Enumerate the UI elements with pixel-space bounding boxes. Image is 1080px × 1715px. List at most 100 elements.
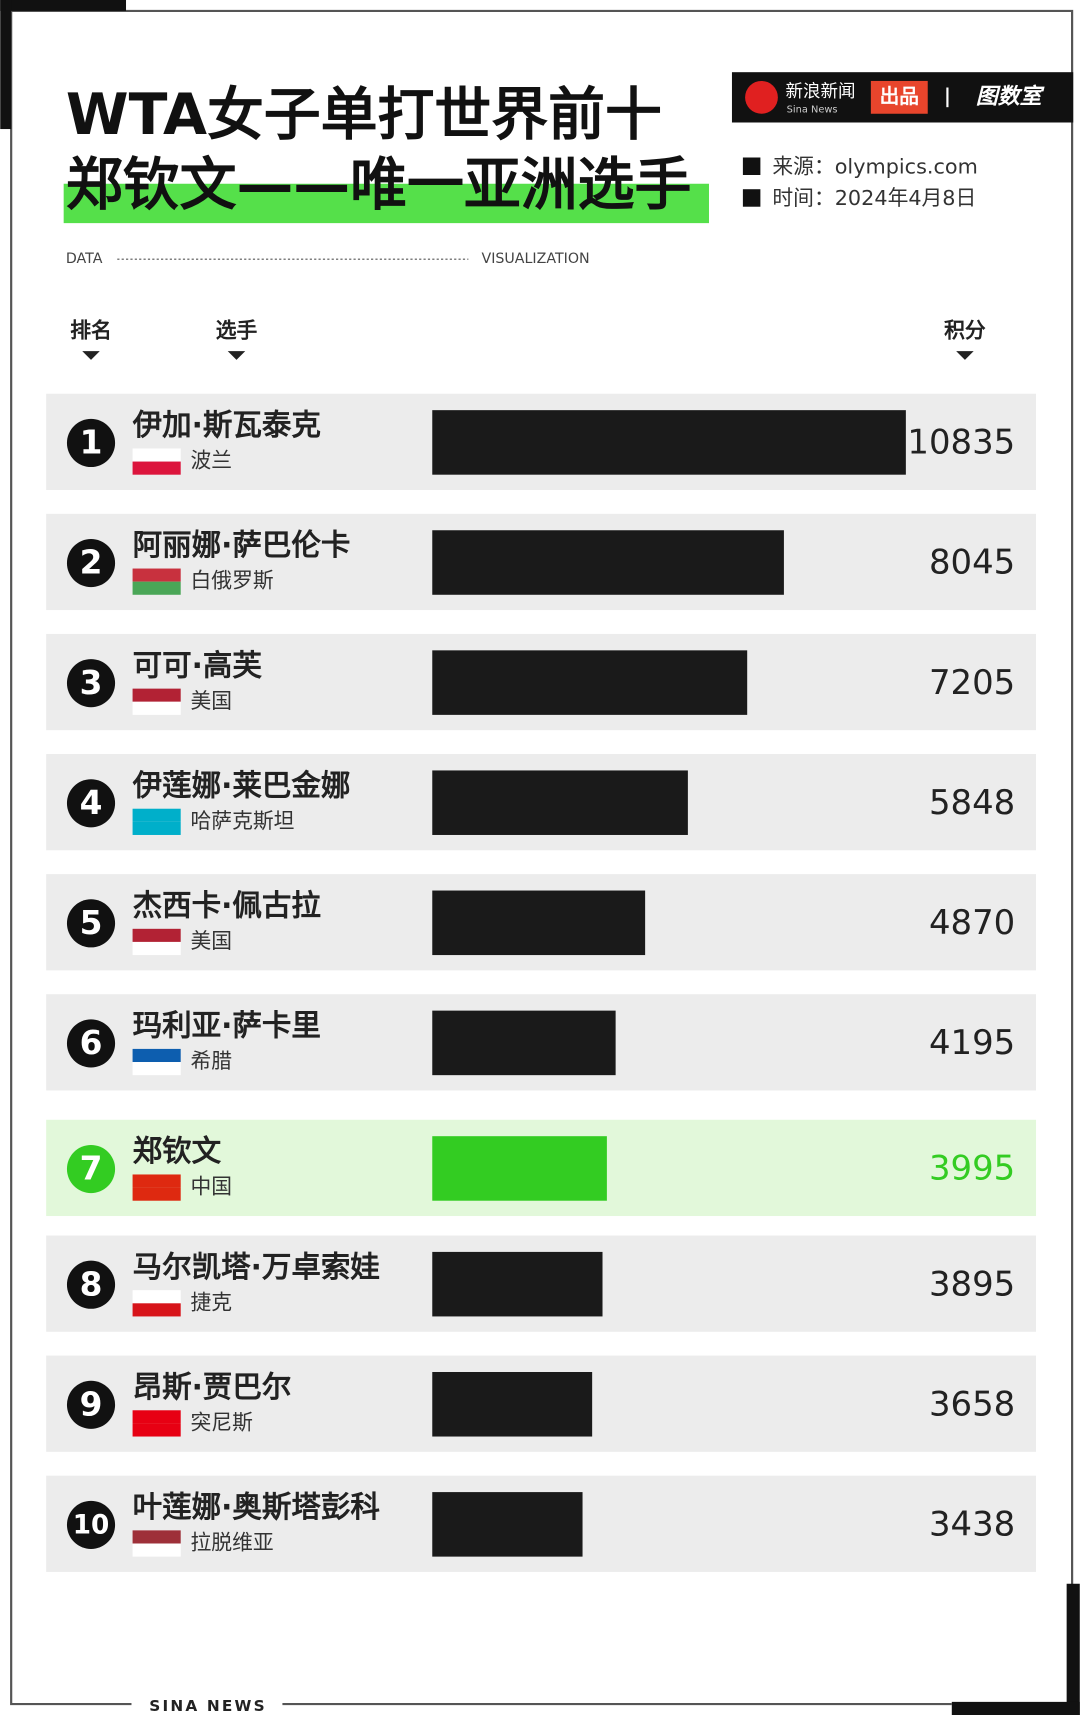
bar [432, 770, 688, 835]
time: 时间：2024年4月8日 [772, 186, 976, 210]
rank-badge [66, 418, 116, 468]
column-header: 排名 [70, 318, 112, 342]
flag [132, 701, 181, 715]
player-name: 昂斯·贾巴尔 [133, 1370, 292, 1404]
rank-badge [66, 1144, 116, 1194]
country: 希腊 [191, 1049, 233, 1073]
value-label: 3438 [929, 1505, 1015, 1544]
corner [1066, 1583, 1080, 1715]
rank: 9 [80, 1385, 103, 1423]
country: 美国 [191, 689, 233, 713]
column-header: 选手 [216, 318, 258, 342]
flag [132, 808, 181, 822]
bar [432, 1372, 593, 1437]
rank: 4 [80, 784, 103, 822]
brand-tag: 出品 [880, 85, 919, 108]
player-name: 杰西卡·佩古拉 [133, 888, 321, 922]
brand: 新浪新闻 [786, 82, 856, 102]
player-name: 叶莲娜·奥斯塔彭科 [133, 1490, 381, 1524]
brand-logo [745, 80, 778, 114]
rank-badge [66, 539, 116, 588]
value-label: 4870 [929, 903, 1015, 942]
player-name: 伊加·斯瓦泰克 [132, 408, 321, 442]
rank-badge [66, 1019, 116, 1068]
rank-badge [66, 899, 116, 948]
rank: 5 [80, 904, 103, 942]
flag [132, 1303, 181, 1317]
player-name: 郑钦文 [133, 1134, 222, 1168]
rank-badge [66, 1260, 116, 1309]
rank-badge [66, 779, 116, 828]
value-label: 3995 [929, 1149, 1015, 1188]
player-name: 阿丽娜·萨巴伦卡 [133, 528, 351, 562]
bar [432, 1010, 616, 1076]
rank: 7 [80, 1150, 103, 1188]
bullet [742, 189, 761, 207]
corner [0, 0, 12, 130]
source: 来源：olympics.com [772, 154, 977, 178]
flag [132, 928, 181, 942]
title: 郑钦文——唯一亚洲选手 [66, 152, 691, 218]
rank: 10 [73, 1511, 110, 1541]
country: 突尼斯 [191, 1410, 253, 1434]
column-header: 积分 [944, 318, 986, 342]
rank-badge [66, 1500, 116, 1549]
country: 白俄罗斯 [191, 569, 274, 593]
player-name: 玛利亚·萨卡里 [133, 1009, 321, 1043]
bar [432, 890, 646, 956]
country: 中国 [191, 1175, 233, 1199]
bar [432, 1492, 583, 1557]
flag [132, 1174, 181, 1188]
flag [132, 581, 181, 595]
value-label: 4195 [929, 1023, 1015, 1062]
country: 哈萨克斯坦 [191, 809, 295, 833]
rank: 6 [80, 1024, 103, 1062]
country: 波兰 [191, 449, 233, 473]
flag [132, 1290, 181, 1304]
value-label: 7205 [929, 663, 1015, 702]
flag [132, 1048, 181, 1063]
flag [132, 688, 181, 702]
viz-label: VISUALIZATION [481, 251, 589, 267]
bar [432, 1251, 603, 1317]
corner [0, 0, 127, 11]
value-label: 5848 [929, 783, 1015, 822]
rank: 8 [80, 1265, 103, 1303]
flag [132, 1062, 181, 1076]
frame [10, 10, 132, 1706]
brand2: 图数室 [976, 83, 1045, 109]
flag [132, 1410, 181, 1424]
flag [132, 821, 181, 835]
brand-en: Sina News [787, 104, 838, 115]
rank-badge [66, 659, 116, 708]
title: WTA女子单打世界前十 [66, 82, 662, 148]
brand-tag-box [870, 80, 928, 114]
bullet [742, 157, 761, 175]
rank: 3 [80, 664, 103, 702]
rank-badge [66, 1380, 116, 1429]
bar [432, 650, 748, 715]
value-label: 3895 [929, 1264, 1015, 1303]
rank: 1 [80, 424, 103, 462]
flag [132, 1543, 181, 1557]
flag [132, 941, 181, 956]
value-label: 3658 [929, 1384, 1015, 1423]
country: 拉脱维亚 [191, 1531, 274, 1555]
flag [132, 1423, 181, 1437]
value-label: 10835 [907, 423, 1015, 462]
footer: SINA NEWS [149, 1697, 267, 1715]
value-label: 8045 [929, 543, 1015, 582]
country: 捷克 [191, 1290, 233, 1314]
corner [951, 1701, 1080, 1715]
bar [432, 530, 784, 595]
flag [132, 1187, 181, 1201]
data-label: DATA [66, 251, 103, 267]
title-highlight [63, 183, 709, 224]
bar [432, 410, 906, 475]
player-name: 马尔凯塔·万卓索娃 [133, 1250, 380, 1284]
flag [132, 568, 181, 582]
rank: 2 [80, 544, 103, 582]
flag [132, 461, 181, 475]
bar [432, 1136, 607, 1201]
